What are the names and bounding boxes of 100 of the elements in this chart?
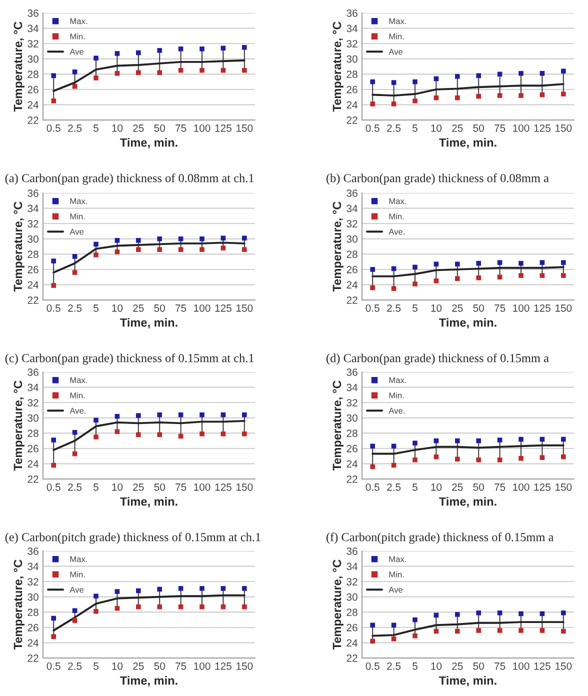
x-tick-label: 50: [154, 304, 165, 312]
x-tick-label: 10: [431, 124, 442, 132]
y-tick-label: 36: [28, 190, 38, 197]
point: [114, 429, 120, 434]
point: [51, 258, 56, 264]
y-tick-label: 24: [28, 639, 39, 646]
x-tick-label: 0.5: [366, 483, 380, 491]
y-tick-label: 26: [28, 266, 38, 274]
y-tick-label: 34: [346, 562, 358, 570]
y-tick-label: 32: [346, 399, 358, 406]
y-tick-label: 24: [346, 281, 358, 288]
point: [560, 454, 566, 460]
x-tick-label: 0.5: [366, 304, 380, 312]
y-tick-label: 24: [28, 101, 39, 108]
point: [518, 436, 524, 442]
legend-label: Min.: [70, 571, 85, 578]
point: [560, 436, 566, 442]
point: [497, 93, 502, 98]
point: [391, 80, 396, 85]
point: [454, 276, 460, 282]
y-tick-label: 34: [346, 204, 358, 212]
point: [370, 464, 376, 470]
x-tick-label: 100: [513, 304, 530, 312]
point: [114, 249, 120, 254]
point: [178, 586, 184, 591]
x-tick-label: 75: [494, 484, 506, 491]
x-tick-label: 2.5: [68, 304, 82, 312]
x-tick-label: 50: [154, 662, 165, 670]
y-tick-label: 22: [28, 476, 38, 483]
point: [412, 633, 418, 638]
point: [200, 68, 204, 73]
point: [72, 608, 78, 614]
point: [560, 610, 566, 616]
point: [136, 70, 141, 76]
x-tick-label: 2.5: [387, 124, 401, 132]
y-tick-label: 28: [346, 608, 358, 616]
x-tick-label: 150: [556, 483, 572, 491]
point: [391, 636, 396, 642]
x-tick-label: 50: [473, 662, 484, 670]
x-tick-label: 125: [215, 483, 232, 491]
x-tick-label: 75: [494, 304, 506, 312]
x-tick-label: 2.5: [387, 662, 401, 670]
y-tick-label: 22: [346, 654, 358, 662]
x-tick-label: 25: [133, 483, 144, 491]
point: [136, 588, 141, 594]
point: [51, 634, 56, 640]
point: [454, 628, 460, 634]
y-tick-label: 30: [28, 55, 38, 63]
y-tick-label: 30: [346, 235, 358, 243]
line-series: [372, 621, 564, 637]
point: [412, 79, 418, 84]
x-tick-label: 5: [94, 484, 98, 491]
y-axis-title: Temperature, °C: [14, 560, 24, 650]
point: [391, 444, 396, 449]
y-tick-label: 30: [346, 414, 358, 422]
point: [220, 246, 226, 250]
y-tick-label: 26: [346, 624, 358, 632]
x-tick-label: 5: [94, 304, 98, 312]
x-tick-label: 2.5: [387, 483, 401, 491]
legend-label: Ave.: [388, 228, 404, 235]
x-tick-label: 50: [473, 483, 484, 491]
y-tick-label: 32: [28, 578, 38, 586]
point: [476, 457, 482, 462]
y-tick-label: 22: [346, 476, 358, 483]
point: [518, 70, 524, 76]
line-series: [52, 420, 246, 451]
point: [242, 432, 247, 436]
point: [200, 247, 204, 252]
line-series: [52, 59, 246, 92]
legend-label: Max.: [389, 198, 406, 204]
point: [370, 638, 376, 644]
y-axis-title: Temperature, °C: [14, 202, 24, 292]
point: [560, 68, 566, 74]
point: [242, 604, 247, 610]
x-tick-label: 150: [236, 304, 253, 312]
x-tick-label: 10: [112, 304, 123, 312]
point: [94, 418, 98, 423]
text: (d) Carbon(pan grade) thickness of 0.15mm a: [326, 354, 549, 365]
x-tick-label: 0.5: [366, 124, 380, 132]
legend-label: Max.: [70, 556, 87, 562]
y-tick-label: 32: [346, 220, 358, 228]
y-tick-label: 36: [28, 368, 38, 376]
y-tick-label: 26: [28, 444, 38, 452]
x-tick-label: 100: [513, 662, 530, 670]
x-tick-label: 100: [513, 124, 530, 132]
x-tick-label: 2.5: [68, 662, 82, 670]
point: [51, 462, 56, 468]
x-tick-label: 25: [133, 662, 144, 670]
y-tick-label: 36: [346, 190, 358, 197]
point: [178, 46, 184, 52]
x-tick-label: 5: [412, 124, 418, 132]
legend-label: Min.: [70, 392, 85, 398]
text: (c) Carbon(pan grade) thickness of 0.15mm at ch.1: [5, 354, 254, 365]
point: [114, 51, 120, 56]
line-series: [52, 242, 246, 274]
y-tick-label: 36: [346, 368, 358, 376]
point: [157, 48, 162, 53]
x-tick-label: 0.5: [46, 124, 60, 132]
point: [497, 72, 502, 77]
point: [157, 247, 162, 252]
